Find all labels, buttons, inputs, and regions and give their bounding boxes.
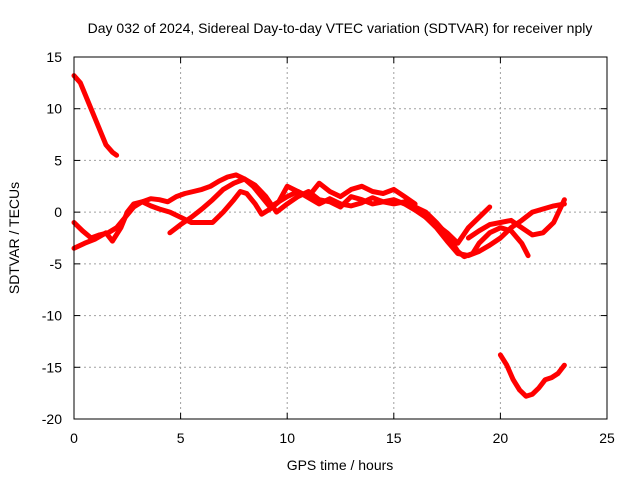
series-line-arc-5	[412, 204, 531, 260]
y-tick-label: -5	[50, 256, 63, 272]
x-tick-label: 15	[386, 430, 402, 446]
x-tick-label: 0	[70, 430, 78, 446]
x-tick-label: 5	[177, 430, 185, 446]
chart-title: Day 032 of 2024, Sidereal Day-to-day VTE…	[88, 20, 593, 36]
y-tick-label: 0	[54, 204, 62, 220]
y-tick-label: 10	[46, 101, 62, 117]
series-line-arc-1	[71, 73, 120, 158]
x-tick-label: 20	[493, 430, 509, 446]
y-axis-label: SDTVAR / TECUs	[6, 182, 22, 294]
series-line-arc-6	[423, 201, 567, 259]
plot-frame	[73, 56, 608, 420]
series-group	[71, 73, 567, 399]
y-tick-label: -15	[42, 359, 62, 375]
y-tick-label: 5	[54, 152, 62, 168]
series-line-arc-8	[497, 352, 567, 399]
series-line-arc-7	[465, 197, 567, 241]
tick-group: 0 5 10 15 20 25 -20 -15 -10 -5 0 5 10 15	[42, 49, 615, 446]
series-line-arc-3	[71, 172, 418, 241]
x-axis-label: GPS time / hours	[287, 457, 394, 473]
y-tick-label: -10	[42, 308, 62, 324]
y-tick-label: 15	[46, 49, 62, 65]
x-tick-label: 25	[599, 430, 615, 446]
x-tick-label: 10	[279, 430, 295, 446]
grid	[74, 57, 607, 419]
y-tick-label: -20	[42, 411, 62, 427]
